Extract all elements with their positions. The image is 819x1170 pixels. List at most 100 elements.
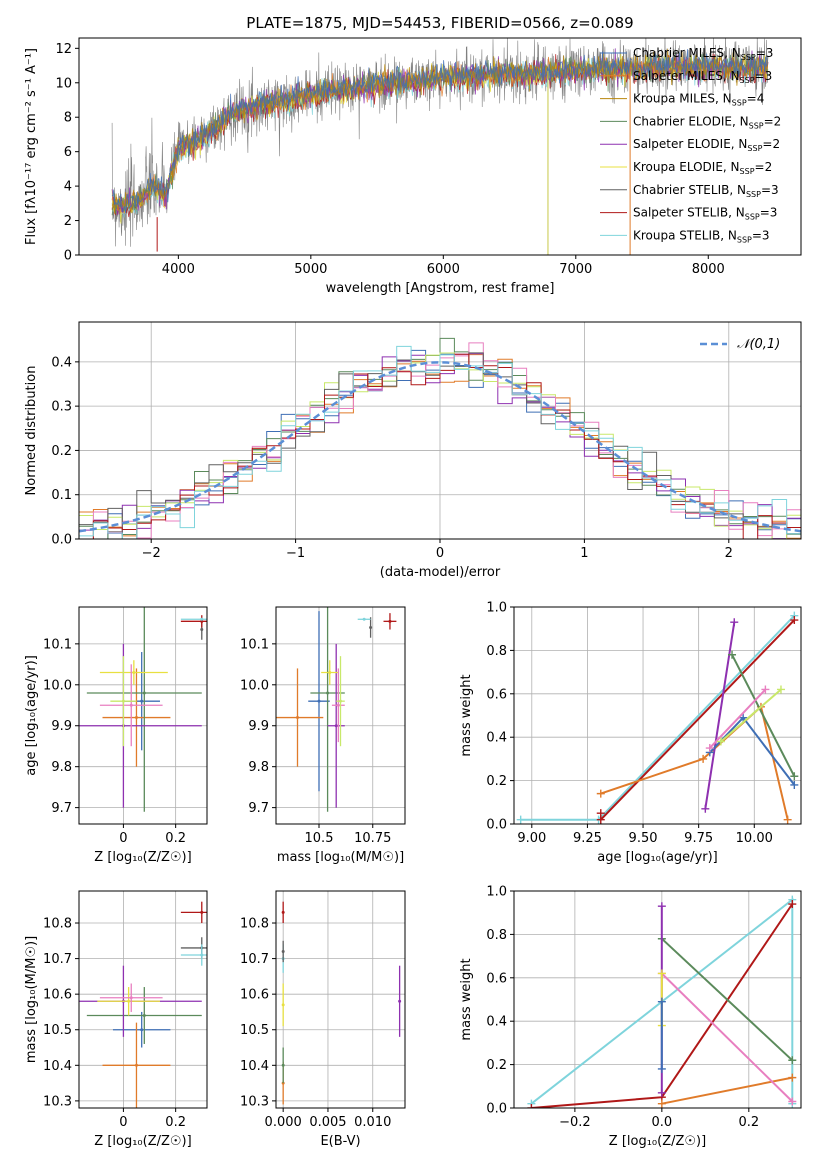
series-marker — [657, 1088, 666, 1097]
data-point — [142, 691, 146, 695]
axes-frame — [78, 606, 208, 825]
data-point — [317, 699, 321, 703]
data-point — [362, 617, 366, 621]
y-tick-label: 10.7 — [240, 952, 269, 967]
series-marker — [701, 804, 710, 813]
y-tick-label: 0.2 — [51, 444, 72, 459]
data-point — [326, 691, 330, 695]
data-point — [281, 1063, 285, 1067]
series-marker — [657, 1064, 666, 1073]
axes-frame — [275, 606, 406, 825]
axes-age_vs_mass: 10.5 10.75 9.7 9.8 9.9 10.0 10.1 mass [log₁₀(M/… — [240, 606, 406, 865]
y-tick-label: 8 — [64, 111, 72, 126]
y-tick-label: 0.6 — [486, 687, 507, 702]
series-line — [720, 688, 782, 743]
data-point — [129, 703, 133, 707]
x-tick-label: 6000 — [427, 262, 460, 277]
x-tick-label: 0.005 — [309, 1115, 346, 1130]
x-tick-label: 0 — [119, 831, 127, 846]
series-marker — [788, 1073, 797, 1082]
y-tick-label: 9.9 — [248, 719, 269, 734]
series-marker — [790, 616, 799, 625]
series-line — [520, 615, 796, 821]
y-tick-label: 4 — [64, 180, 72, 195]
y-tick-label: 9.8 — [248, 760, 269, 775]
data-point — [296, 716, 299, 720]
series-line — [731, 654, 796, 777]
y-tick-label: 9.8 — [51, 760, 72, 775]
histogram-series — [79, 345, 801, 539]
y-tick-label: 0 — [64, 249, 72, 264]
y-tick-label: 0.2 — [486, 774, 507, 789]
axes-spectrum: 4000 5000 6000 7000 8000 0 2 4 6 8 10 12 wavelength … — [24, 37, 802, 296]
series-marker — [596, 789, 605, 798]
model-spectrum-line — [111, 49, 769, 214]
data-point — [134, 716, 138, 720]
axes-mass_vs_Z: 0 0.2 10.3 10.4 10.5 10.6 10.7 10.8 Z [log₁₀(Z/Z… — [24, 890, 208, 1149]
y-tick-label: 0.0 — [51, 533, 72, 548]
x-tick-label: 10.75 — [354, 831, 391, 846]
data-point — [200, 953, 204, 957]
x-axis-label: age [log₁₀(age/yr)] — [597, 850, 718, 865]
series-marker — [788, 1056, 797, 1065]
y-tick-label: 10.4 — [240, 1059, 269, 1074]
axes-frame — [78, 890, 208, 1109]
data-point — [132, 671, 136, 675]
y-tick-label: 10.0 — [43, 678, 72, 693]
plot-area — [516, 611, 799, 824]
series-marker — [776, 685, 785, 694]
series-marker — [728, 650, 737, 659]
y-tick-label: 10.6 — [43, 988, 72, 1003]
axes-age_vs_Z: 0 0.2 9.7 9.8 9.9 10.0 10.1 Z [log₁₀(Z/Z☉)] age … — [24, 606, 208, 865]
y-tick-label: 0.0 — [486, 1102, 507, 1117]
data-point — [281, 910, 285, 914]
x-axis-label: E(B-V) — [320, 1134, 360, 1149]
legend-entry: Salpeter ELODIE, NSSP=2 — [633, 137, 780, 153]
histogram-series — [79, 352, 801, 539]
data-point — [140, 1028, 144, 1032]
legend-entry: Kroupa MILES, NSSP=4 — [633, 92, 764, 108]
data-point — [140, 699, 144, 703]
x-axis-label: wavelength [Angstrom, rest frame] — [326, 281, 555, 296]
series-marker — [657, 1099, 666, 1108]
x-tick-label: 0.0 — [652, 1115, 673, 1130]
y-tick-label: 9.7 — [51, 801, 72, 816]
axes-frame — [78, 37, 802, 256]
data-point — [200, 628, 204, 632]
data-point — [121, 699, 125, 703]
series-line — [661, 1076, 793, 1105]
data-point — [127, 999, 131, 1003]
y-tick-label: 6 — [64, 145, 72, 160]
data-point — [328, 671, 332, 675]
series-marker — [657, 997, 666, 1006]
legend-entry: Salpeter MILES, NSSP=3 — [633, 69, 772, 85]
y-axis-label: mass weight — [459, 958, 474, 1040]
data-point — [134, 1063, 138, 1067]
series-marker — [716, 737, 725, 746]
legend-entry: Chabrier MILES, NSSP=3 — [633, 46, 773, 62]
series-marker — [739, 713, 748, 722]
series-marker — [788, 1097, 797, 1106]
axes-frame — [513, 890, 802, 1109]
y-tick-label: 10.8 — [240, 917, 269, 932]
y-tick-label: 0.8 — [486, 644, 507, 659]
normal-curve — [79, 361, 801, 533]
legend-entry: Chabrier STELIB, NSSP=3 — [633, 183, 779, 199]
x-tick-label: 1 — [580, 546, 588, 561]
figure-title: PLATE=1875, MJD=54453, FIBERID=0566, z=0… — [246, 14, 633, 32]
x-tick-label: 7000 — [559, 262, 592, 277]
histogram-series — [79, 353, 801, 539]
legend-entry: Kroupa ELODIE, NSSP=2 — [633, 160, 772, 176]
axes-frame — [513, 606, 802, 825]
x-tick-label: 0 — [436, 546, 444, 561]
plot-area — [79, 607, 207, 812]
data-point — [369, 625, 373, 629]
plot-area — [79, 337, 801, 539]
y-tick-label: 0.0 — [486, 818, 507, 833]
plot-area — [527, 895, 797, 1108]
series-marker — [783, 815, 792, 824]
y-tick-label: 0.8 — [486, 928, 507, 943]
series-line — [600, 619, 796, 821]
data-point — [281, 949, 285, 953]
y-axis-label: Normed distribution — [24, 366, 39, 496]
